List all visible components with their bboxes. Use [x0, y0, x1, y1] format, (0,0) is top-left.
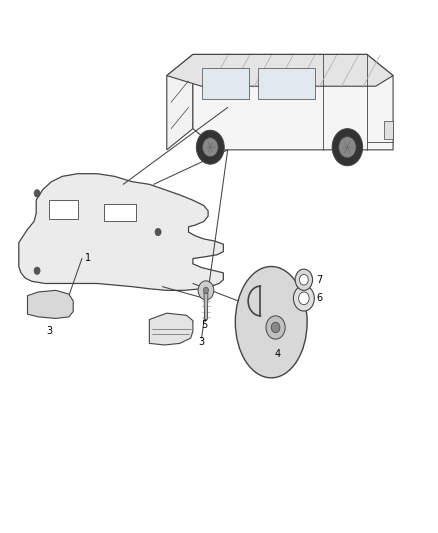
- Circle shape: [203, 287, 208, 294]
- Circle shape: [271, 322, 280, 333]
- Polygon shape: [193, 54, 393, 150]
- Circle shape: [332, 128, 363, 166]
- Circle shape: [293, 286, 314, 311]
- Circle shape: [295, 269, 313, 290]
- Circle shape: [339, 136, 356, 158]
- Text: 1: 1: [85, 253, 92, 263]
- Text: 7: 7: [316, 274, 323, 285]
- Polygon shape: [149, 313, 193, 345]
- Polygon shape: [49, 200, 78, 219]
- Text: 6: 6: [317, 293, 323, 303]
- Text: 4: 4: [274, 349, 280, 359]
- Circle shape: [198, 281, 214, 300]
- Circle shape: [34, 190, 40, 197]
- Circle shape: [34, 267, 40, 274]
- Polygon shape: [258, 68, 315, 100]
- Polygon shape: [104, 204, 136, 221]
- Polygon shape: [167, 54, 193, 150]
- Circle shape: [155, 228, 161, 236]
- Text: 5: 5: [201, 320, 208, 330]
- Ellipse shape: [235, 266, 307, 378]
- Circle shape: [202, 138, 218, 157]
- Text: 3: 3: [46, 326, 52, 336]
- Polygon shape: [204, 293, 208, 319]
- Polygon shape: [385, 120, 393, 139]
- Polygon shape: [167, 54, 393, 86]
- Text: 3: 3: [198, 337, 205, 347]
- Circle shape: [266, 316, 285, 339]
- Polygon shape: [28, 290, 73, 318]
- Polygon shape: [201, 68, 250, 100]
- Circle shape: [196, 130, 224, 164]
- Polygon shape: [19, 174, 223, 290]
- Circle shape: [299, 292, 309, 305]
- Circle shape: [300, 274, 308, 285]
